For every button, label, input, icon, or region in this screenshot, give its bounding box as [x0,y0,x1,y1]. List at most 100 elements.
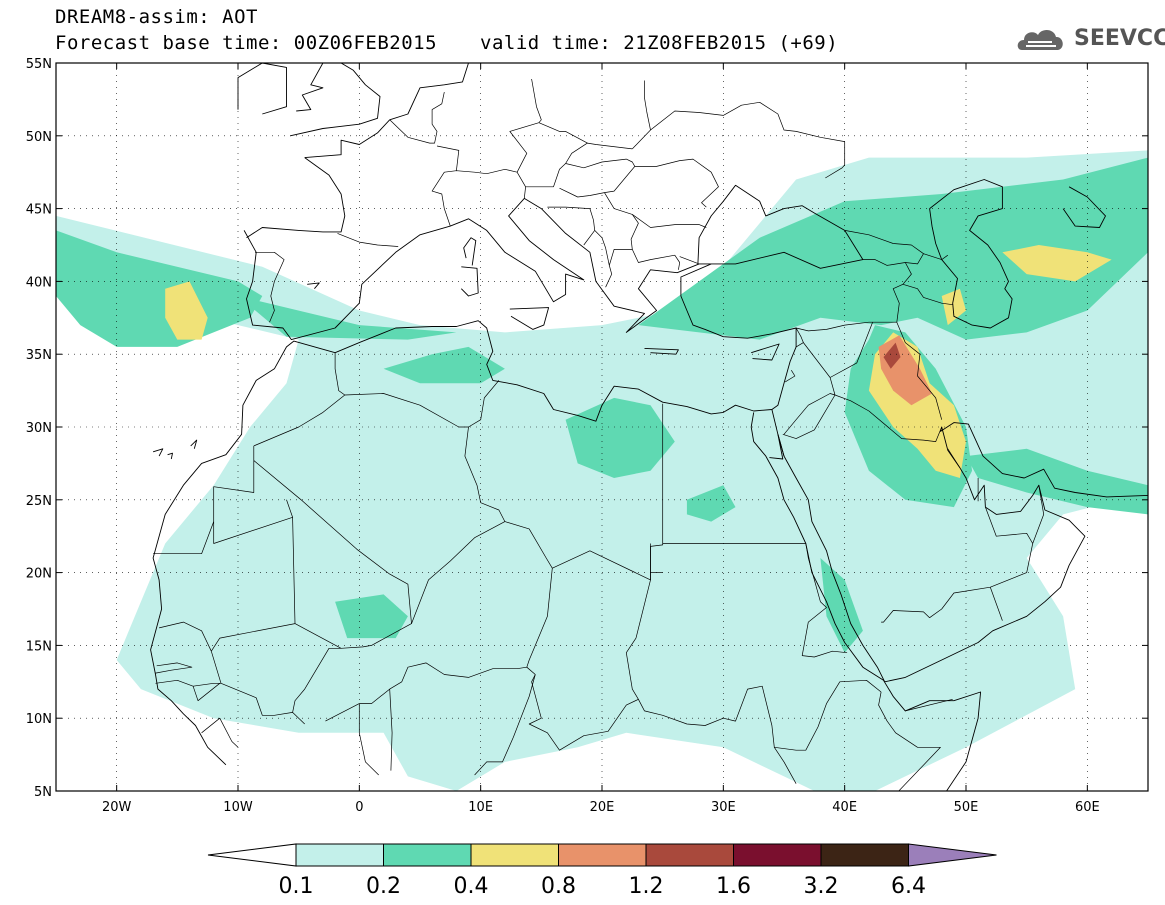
country-border [923,253,949,260]
map-title: DREAM8-assim: AOT [55,6,258,28]
coastline [243,184,864,341]
country-border [604,192,639,266]
colorbar-overflow [908,843,997,867]
colorbar-box [383,843,472,867]
lat-tick-label: 5N [34,785,52,800]
aot-region-level-2 [335,594,408,639]
lon-tick-label: 20E [590,800,615,815]
colorbar-label: 0.1 [279,874,314,899]
coastline [167,452,173,460]
country-border [801,543,848,658]
colorbar-box [295,843,384,867]
country-border [528,572,651,751]
lat-tick-label: 45N [26,203,52,218]
lon-tick-label: 40E [832,800,857,815]
coastline [884,422,1148,683]
coastlines [150,63,1148,791]
gridlines [56,63,1148,791]
country-border [989,587,1003,621]
coastline [152,448,164,457]
country-border [594,230,613,288]
coastline [190,439,198,449]
country-border [538,122,588,144]
country-border [253,394,346,447]
country-border [650,101,846,179]
coastline [680,263,797,410]
lat-tick-label: 55N [26,57,52,72]
coastline [290,63,381,137]
coastline [1062,186,1106,228]
country-border [389,92,445,144]
country-border [878,691,941,791]
lat-tick-label: 50N [26,130,52,145]
coastline [463,237,477,266]
country-border [292,647,342,713]
coastline [460,266,479,297]
axis-ticks: 20W 10W 0 10E 20E 30E 40E 50E 60E 55N 50N 45N 40N 35N… [26,57,1148,815]
lon-tick-label: 60E [1075,800,1100,815]
colorbar-label: 0.2 [366,874,401,899]
aot-region-level-2 [238,296,457,340]
country-border [464,426,506,522]
country-border [796,283,904,332]
coastline [237,63,287,115]
aot-region-level-2 [56,230,263,347]
colorbar: 0.1 0.2 0.4 0.8 1.2 1.6 3.2 6.4 [207,843,997,899]
country-border [785,370,796,383]
country-border [774,679,882,751]
colorbar-box [733,843,822,867]
country-border [782,394,836,439]
lon-tick-label: 10E [468,800,493,815]
coastline [769,433,785,460]
country-border [436,145,460,171]
lat-tick-label: 15N [26,639,52,654]
lon-tick-label: 0 [355,800,363,815]
lon-tick-label: 20W [102,800,132,815]
colorbar-box [645,843,734,867]
country-border [159,621,212,652]
aot-region-level-3 [941,288,966,326]
country-border [631,249,681,270]
country-border [834,394,943,442]
country-border [358,703,379,776]
country-border [829,322,873,378]
lat-tick-label: 20N [26,567,52,582]
coastline [246,157,346,239]
country-border [896,322,943,420]
aot-region-level-2 [638,157,1148,340]
country-border [632,80,651,150]
colorbar-box [470,843,559,867]
country-border [220,682,305,725]
country-border [795,327,804,348]
country-border [474,674,536,776]
lon-tick-label: 30E [711,800,736,815]
coastline [644,347,679,355]
country-border [468,380,500,428]
country-border [325,662,536,722]
colorbar-label: 1.2 [629,874,664,899]
country-border [201,717,239,748]
valid-time: valid time: 21Z08FEB2015 (+69) [480,32,839,54]
country-border [255,251,285,323]
aot-contours [56,150,1148,791]
forecast-base-time: Forecast base time: 00Z06FEB2015 [55,32,438,54]
aot-region-level-2 [686,485,736,522]
country-border [334,352,469,428]
country-border [210,623,296,684]
country-border [253,460,412,649]
colorbar-label: 0.4 [454,874,489,899]
country-borders [153,78,1045,791]
lon-tick-label: 50E [954,800,979,815]
lat-tick-label: 40N [26,275,52,290]
country-border [634,158,719,208]
country-border [905,698,953,712]
cloud-icon [1017,29,1063,50]
country-border [902,262,953,306]
country-border [844,230,924,266]
country-border [155,662,193,674]
coastline [307,282,320,289]
coastline [150,320,772,766]
country-border [881,506,1034,623]
country-border [213,516,293,544]
